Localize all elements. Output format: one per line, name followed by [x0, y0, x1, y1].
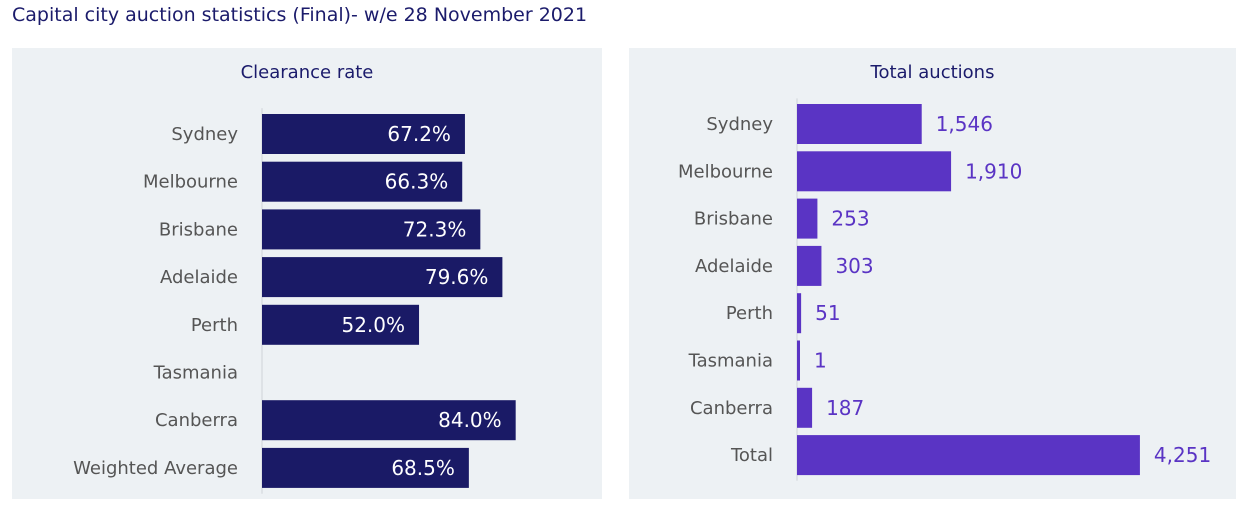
- clearance-category-label-adelaide: Adelaide: [160, 267, 238, 288]
- auctions-bar-tasmania: [797, 340, 800, 381]
- clearance-bar-weighted-average: [262, 447, 469, 488]
- auctions-value-label-adelaide: 303: [835, 254, 873, 278]
- auctions-value-label-perth: 51: [815, 301, 840, 325]
- clearance-value-label-canberra: 84.0%: [438, 408, 502, 432]
- auctions-bar-sydney: [797, 104, 922, 144]
- clearance-rate-chart: Sydney 67.2% Melbourne 66.3% Brisbane 72.3% Ad…: [73, 108, 516, 494]
- total-auctions-panel: Total auctions Sydney 1,546 Melbourne 1,910…: [629, 48, 1236, 499]
- clearance-category-label-weighted-average: Weighted Average: [73, 458, 238, 479]
- clearance-category-label-canberra: Canberra: [155, 410, 238, 431]
- clearance-category-label-sydney: Sydney: [171, 124, 238, 145]
- auctions-value-label-melbourne: 1,910: [965, 159, 1022, 183]
- clearance-rate-panel: Clearance rate Sydney 67.2% Melbourne 66.3%…: [12, 48, 602, 499]
- clearance-category-label-melbourne: Melbourne: [143, 172, 238, 193]
- auctions-bar-canberra: [797, 387, 813, 428]
- auctions-category-label-adelaide: Adelaide: [695, 256, 773, 277]
- auctions-category-label-perth: Perth: [726, 303, 773, 324]
- total-auctions-title: Total auctions: [870, 62, 995, 83]
- auctions-category-label-brisbane: Brisbane: [694, 209, 773, 230]
- clearance-value-label-weighted-average: 68.5%: [391, 456, 455, 480]
- auctions-bar-brisbane: [797, 198, 818, 239]
- auctions-category-label-total: Total: [730, 445, 773, 466]
- page-title: Capital city auction statistics (Final)-…: [12, 4, 588, 26]
- clearance-bar-melbourne: [262, 161, 463, 202]
- auctions-category-label-melbourne: Melbourne: [678, 161, 773, 182]
- auctions-value-label-tasmania: 1: [814, 349, 827, 373]
- auctions-bar-total: [797, 435, 1140, 476]
- clearance-category-label-perth: Perth: [191, 315, 238, 336]
- total-auctions-chart: Sydney 1,546 Melbourne 1,910 Brisbane 253 Adel…: [678, 98, 1211, 481]
- clearance-bar-adelaide: [262, 257, 503, 298]
- clearance-value-label-adelaide: 79.6%: [425, 265, 489, 289]
- auctions-value-label-brisbane: 253: [831, 207, 869, 231]
- clearance-bar-sydney: [262, 114, 465, 154]
- auctions-category-label-tasmania: Tasmania: [688, 351, 773, 372]
- auctions-value-label-sydney: 1,546: [936, 112, 993, 136]
- clearance-category-label-tasmania: Tasmania: [153, 363, 238, 384]
- auctions-value-label-canberra: 187: [826, 396, 864, 420]
- clearance-value-label-melbourne: 66.3%: [385, 170, 449, 194]
- clearance-rate-title: Clearance rate: [240, 62, 374, 83]
- auctions-category-label-sydney: Sydney: [706, 114, 773, 135]
- auctions-bar-perth: [797, 293, 802, 334]
- clearance-value-label-brisbane: 72.3%: [403, 217, 467, 241]
- clearance-category-label-brisbane: Brisbane: [159, 219, 238, 240]
- clearance-bar-canberra: [262, 400, 516, 441]
- clearance-value-label-perth: 52.0%: [341, 313, 405, 337]
- auctions-category-label-canberra: Canberra: [690, 398, 773, 419]
- auctions-bar-adelaide: [797, 245, 822, 286]
- auctions-value-label-total: 4,251: [1154, 443, 1211, 467]
- clearance-bar-perth: [262, 304, 420, 345]
- auctions-bar-melbourne: [797, 151, 952, 192]
- clearance-value-label-sydney: 67.2%: [387, 122, 451, 146]
- clearance-bar-brisbane: [262, 209, 481, 250]
